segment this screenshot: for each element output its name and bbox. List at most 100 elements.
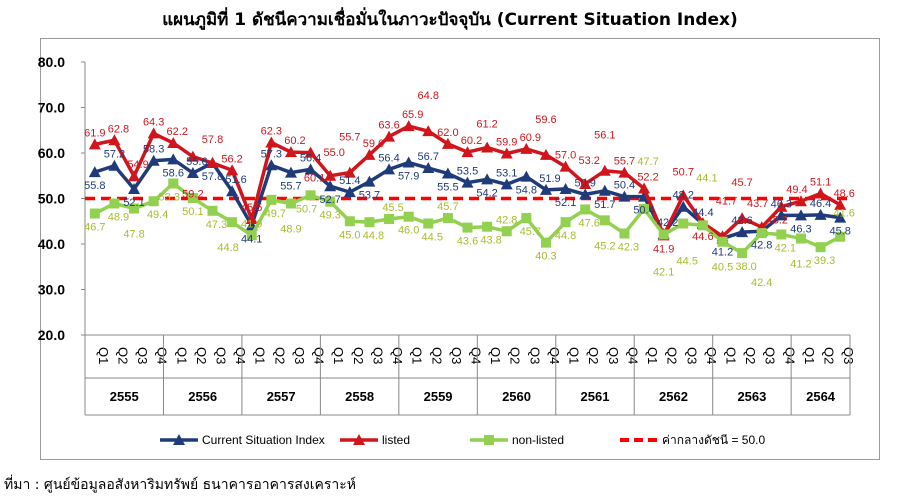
data-point-marker [539,183,552,195]
data-label: 52.1 [123,197,144,209]
data-label: 45.7 [437,201,458,213]
data-point-marker [343,186,356,198]
data-label: 45.5 [241,202,262,214]
data-label: 55.6 [186,156,207,168]
data-point-marker [441,137,454,149]
data-point-marker [324,169,337,181]
year-label: 2562 [659,389,688,404]
data-point-marker [794,209,807,221]
data-label: 46.4 [810,198,831,210]
data-label: 44.8 [555,230,576,242]
data-point-marker [423,218,434,229]
data-point-marker [284,166,297,178]
data-point-marker [108,134,121,146]
data-point-marker [383,130,396,142]
data-point-marker [579,177,592,189]
x-tick-label: Q3 [841,347,856,364]
data-label: 59.2 [182,189,203,201]
data-label: 55.8 [84,180,105,192]
data-label: 59.6 [535,114,556,126]
data-point-marker [245,212,258,224]
data-point-marker [422,125,435,137]
data-label: 42.1 [653,266,674,278]
data-point-marker [775,209,788,221]
data-label: 57.8 [202,171,223,183]
data-point-marker [678,218,689,229]
data-point-marker [206,157,219,169]
data-label: 48.9 [108,212,129,224]
data-label: 51.6 [225,174,246,186]
data-label: 57.3 [261,148,282,160]
data-label: 54.9 [127,159,148,171]
data-label: 57.9 [398,171,419,183]
data-point-marker [187,193,198,204]
data-label: 60.9 [520,132,541,144]
data-label: 46.3 [771,198,792,210]
legend-label: listed [382,433,410,447]
x-tick-label: Q3 [606,347,621,364]
data-label: 44.8 [363,230,384,242]
data-point-marker [186,167,199,179]
data-label: 46.0 [398,225,419,237]
data-label: 53.3 [159,191,180,203]
data-point-marker [618,166,631,178]
data-label: 59.9 [496,136,517,148]
data-point-marker [325,196,336,207]
data-label: 49.4 [786,184,807,196]
data-label: 44.1 [696,172,717,184]
data-label: 45.8 [829,226,850,238]
data-label: 50.1 [182,206,203,218]
data-label: 53.1 [496,167,517,179]
data-label: 62.3 [261,126,282,138]
data-point-marker [383,163,396,175]
year-label: 2556 [188,389,217,404]
data-point-marker [521,213,532,224]
data-point-marker [481,141,494,153]
data-point-marker [559,160,572,172]
data-point-marker [599,215,610,226]
x-tick-label: Q2 [194,347,209,364]
data-point-marker [500,178,513,190]
chart-frame [40,38,880,460]
year-label: 2564 [806,389,836,404]
data-point-marker [364,217,375,228]
x-tick-label: Q1 [96,347,111,364]
chart-title: แผนภูมิที่ 1 ดัชนีความเชื่อมั่นในภาวะปัจ… [162,10,738,30]
year-label: 2560 [502,389,531,404]
data-label: 47.6 [578,217,599,229]
year-label: 2555 [110,389,139,404]
y-tick-label: 60.0 [38,145,65,161]
data-point-marker [461,146,474,158]
data-point-marker [265,159,278,171]
data-label: 55.5 [437,181,458,193]
data-point-marker [147,127,160,139]
data-label: 56.7 [418,151,439,163]
data-label: 47.7 [637,156,658,168]
data-label: 52.7 [319,194,340,206]
legend-label: ค่ากลางดัชนี = 50.0 [662,433,765,447]
data-point-marker [481,173,494,185]
data-label: 53.5 [457,166,478,178]
x-tick-label: Q3 [684,347,699,364]
data-point-marker [167,136,180,148]
x-tick-label: Q1 [724,347,739,364]
x-tick-label: Q3 [449,347,464,364]
x-tick-label: Q4 [233,347,248,364]
data-label: 52.2 [637,171,658,183]
data-label: 59.6 [363,138,384,150]
data-label: 61.2 [476,119,497,131]
data-point-marker [677,189,690,201]
data-label: 48.2 [767,215,788,227]
data-label: 42.6 [731,215,752,227]
data-point-marker [265,136,278,148]
data-label: 56.4 [300,152,321,164]
data-point-marker [129,203,140,214]
data-label: 65.9 [402,109,423,121]
data-point-marker [442,213,453,224]
x-tick-label: Q3 [370,347,385,364]
data-point-marker [343,166,356,178]
year-label: 2558 [345,389,374,404]
data-point-marker [814,187,827,199]
y-tick-label: 20.0 [38,327,65,343]
